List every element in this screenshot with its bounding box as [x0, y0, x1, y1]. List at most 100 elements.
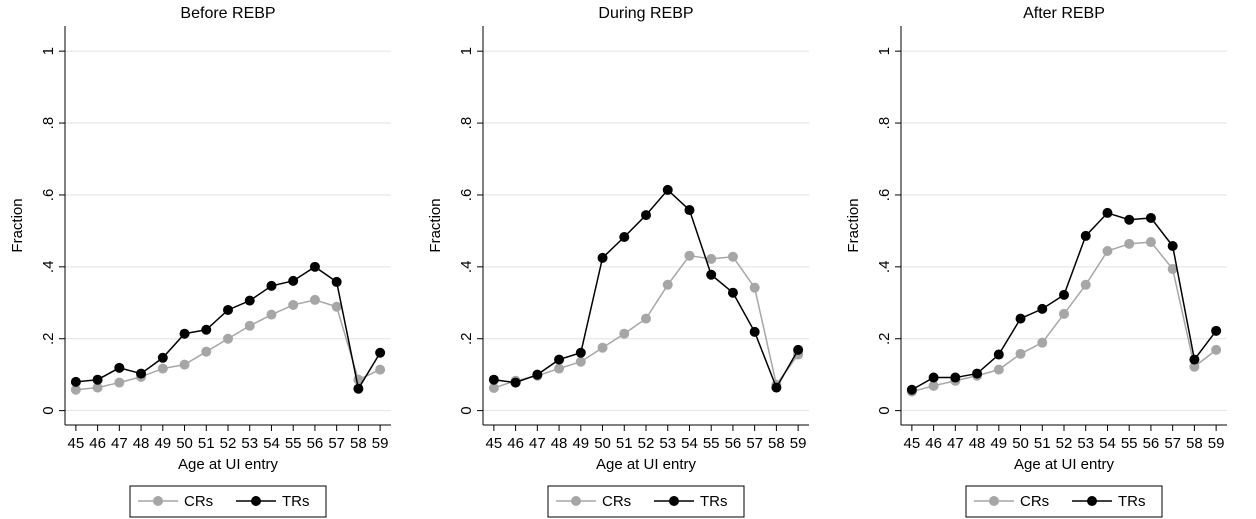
- point: [1015, 348, 1026, 359]
- point: [684, 250, 695, 261]
- point: [554, 354, 565, 365]
- point: [597, 252, 608, 263]
- x-tick-label: 54: [1099, 435, 1116, 452]
- point: [1037, 303, 1048, 314]
- point: [662, 184, 673, 195]
- x-tick-label: 45: [904, 435, 921, 452]
- x-tick-label: 57: [328, 435, 345, 452]
- x-tick-label: 58: [350, 435, 367, 452]
- point: [1145, 212, 1156, 223]
- x-tick-label: 56: [1143, 435, 1160, 452]
- y-axis-title: Fraction: [427, 198, 444, 252]
- x-tick-label: 51: [616, 435, 633, 452]
- x-tick-label: 48: [551, 435, 568, 452]
- point: [157, 363, 168, 374]
- x-tick-label: 46: [89, 435, 106, 452]
- x-tick-label: 45: [68, 435, 85, 452]
- point: [1059, 308, 1069, 319]
- x-tick-label: 49: [990, 435, 1007, 452]
- point: [1124, 238, 1135, 249]
- point: [641, 210, 651, 221]
- legend-label: TRs: [282, 493, 310, 510]
- plot-area: [901, 26, 1227, 425]
- x-tick-label: 55: [703, 435, 720, 452]
- x-tick-label: 51: [198, 435, 215, 452]
- point: [353, 383, 364, 394]
- point: [1102, 207, 1113, 218]
- y-tick-label: .6: [40, 189, 57, 202]
- point: [1080, 279, 1091, 290]
- x-tick-label: 50: [594, 435, 611, 452]
- point: [375, 364, 386, 375]
- point: [375, 347, 386, 358]
- point: [993, 349, 1004, 360]
- x-tick-label: 49: [572, 435, 589, 452]
- point: [641, 313, 651, 324]
- point: [597, 342, 608, 353]
- panel-title: After REBP: [1023, 5, 1105, 22]
- y-tick-label: 0: [458, 406, 475, 414]
- legend-marker: [989, 496, 999, 506]
- legend-marker: [251, 496, 261, 506]
- x-tick-label: 59: [372, 435, 389, 452]
- point: [1189, 361, 1200, 372]
- point: [70, 384, 81, 395]
- x-tick-label: 47: [529, 435, 546, 452]
- x-tick-label: 46: [925, 435, 942, 452]
- x-tick-label: 52: [220, 435, 237, 452]
- x-tick-label: 47: [111, 435, 128, 452]
- x-axis-title: Age at UI entry: [596, 456, 697, 473]
- x-tick-label: 57: [1164, 435, 1181, 452]
- plot-area: [65, 26, 391, 425]
- point: [288, 299, 299, 310]
- point: [179, 328, 190, 339]
- point: [1124, 214, 1135, 225]
- panel-title: Before REBP: [180, 5, 275, 22]
- x-axis-title: Age at UI entry: [178, 456, 279, 473]
- point: [309, 261, 320, 272]
- x-tick-label: 47: [947, 435, 964, 452]
- point: [1211, 325, 1222, 336]
- x-tick-label: 50: [1012, 435, 1029, 452]
- point: [136, 368, 147, 379]
- point: [771, 382, 782, 393]
- point: [684, 205, 695, 216]
- x-tick-label: 58: [768, 435, 785, 452]
- x-tick-label: 48: [133, 435, 150, 452]
- point: [1167, 240, 1178, 251]
- point: [288, 275, 299, 286]
- x-tick-label: 50: [176, 435, 193, 452]
- y-tick-label: 0: [876, 406, 893, 414]
- point: [575, 347, 586, 358]
- legend-label: CRs: [1020, 493, 1049, 510]
- x-tick-label: 59: [1208, 435, 1225, 452]
- point: [114, 362, 125, 373]
- point: [266, 309, 277, 320]
- point: [92, 382, 103, 393]
- x-tick-label: 59: [790, 435, 807, 452]
- legend-marker: [1087, 496, 1097, 506]
- y-tick-label: .8: [876, 117, 893, 130]
- x-axis-title: Age at UI entry: [1014, 456, 1115, 473]
- y-tick-label: .6: [458, 189, 475, 202]
- point: [179, 359, 190, 370]
- legend-label: TRs: [1118, 493, 1146, 510]
- x-tick-label: 56: [307, 435, 324, 452]
- point: [223, 333, 233, 344]
- point: [532, 369, 543, 380]
- point: [157, 352, 168, 363]
- y-tick-label: .4: [876, 261, 893, 274]
- x-tick-label: 56: [725, 435, 742, 452]
- y-tick-label: .2: [876, 332, 893, 345]
- y-tick-label: .6: [876, 189, 893, 202]
- y-tick-label: .2: [458, 332, 475, 345]
- point: [1167, 263, 1178, 274]
- point: [223, 304, 233, 315]
- point: [1059, 289, 1069, 300]
- x-tick-label: 48: [969, 435, 986, 452]
- legend-label: TRs: [700, 493, 728, 510]
